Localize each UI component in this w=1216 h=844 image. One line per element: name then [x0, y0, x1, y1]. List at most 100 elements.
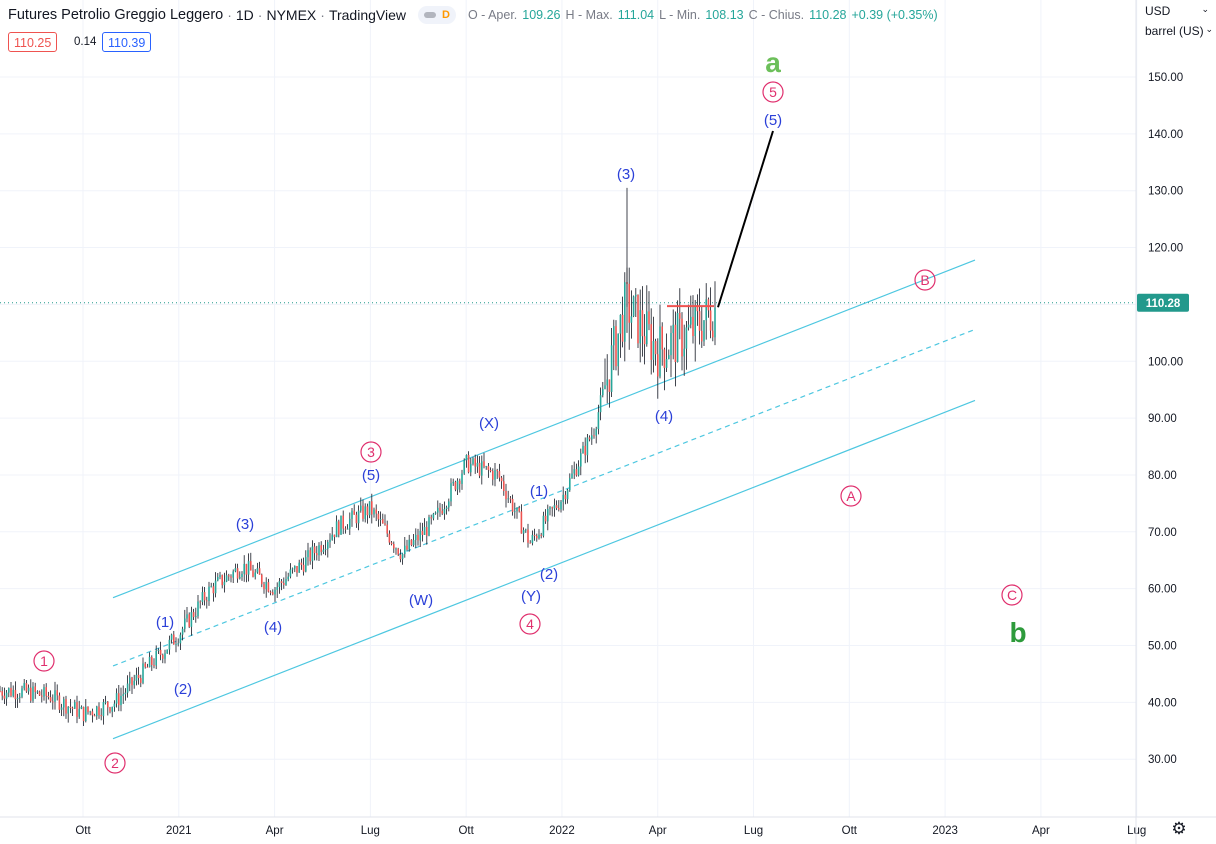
candle-body [648, 311, 650, 325]
candle-body [309, 550, 311, 562]
wave-label: b [1009, 617, 1026, 648]
wave-label: (2) [174, 681, 192, 698]
wave-label: A [846, 488, 856, 504]
time-tick-label: Apr [1032, 825, 1050, 837]
wave-label-circle [33, 650, 55, 672]
candle-body [659, 326, 661, 377]
gear-icon[interactable]: ⚙ [1171, 819, 1187, 838]
candle-body [219, 574, 221, 577]
candle-body [617, 333, 619, 367]
candle-body [54, 690, 56, 702]
wave-label-circle [104, 752, 126, 774]
candle-body [298, 562, 300, 573]
symbol-title[interactable]: Futures Petrolio Greggio Leggero [8, 7, 224, 23]
candle-body [287, 576, 289, 580]
time-tick-label: Lug [1127, 825, 1146, 837]
candle-body [192, 612, 195, 618]
candle-body [206, 600, 208, 602]
currency-selector[interactable]: USD ⌄ [1145, 4, 1211, 18]
ask-price-button[interactable]: 110.39 [102, 32, 152, 52]
candle-body [63, 699, 65, 708]
candle-body [234, 568, 237, 572]
candle-body [492, 471, 494, 480]
price-tick-label: 70.00 [1148, 527, 1177, 539]
candle-body [408, 539, 410, 550]
candle-body [485, 466, 487, 468]
price-tick-label: 60.00 [1148, 584, 1177, 596]
bid-price-button[interactable]: 110.25 [8, 32, 58, 52]
candle-body [256, 568, 259, 573]
candle-body [672, 324, 674, 334]
wave-label-circle [914, 269, 936, 291]
candle-body [168, 639, 171, 650]
candle-body [652, 341, 655, 360]
candle-body [100, 715, 102, 717]
candle-body [597, 412, 600, 430]
time-tick-label: Ott [458, 825, 474, 837]
candle-body [593, 435, 595, 437]
candle-body [142, 663, 144, 683]
candle-body [635, 294, 637, 297]
candle-body [250, 561, 252, 571]
candle-body [195, 616, 197, 618]
candle-body [379, 519, 382, 521]
ohlc-readout: O - Aper. 109.26 H - Max. 111.04 L - Min. 1… [468, 8, 938, 22]
visibility-badge[interactable]: D [417, 6, 456, 24]
candle-body [388, 533, 391, 543]
candle-body [481, 461, 483, 476]
wave-label: (1) [156, 614, 174, 631]
wave-label: C [1007, 587, 1017, 603]
candlestick-series [0, 187, 716, 726]
open-value: 109.26 [522, 8, 561, 22]
candle-body [346, 528, 349, 530]
candle-body [296, 565, 298, 573]
time-tick-label: 2021 [166, 825, 192, 837]
candle-body [483, 461, 485, 467]
candle-body [236, 568, 239, 579]
candle-body [461, 473, 463, 484]
candle-body [305, 557, 307, 572]
wave-label: 1 [40, 653, 48, 669]
candle-body [201, 592, 204, 603]
wave-label: a [765, 47, 781, 78]
candle-body [126, 683, 129, 693]
candle-body [701, 330, 703, 342]
candle-body [102, 702, 105, 717]
candle-body [698, 311, 701, 331]
candle-body [78, 708, 80, 717]
candle-body [580, 453, 582, 467]
candle-body [25, 683, 28, 692]
candle-body [463, 460, 465, 474]
candle-body [1, 691, 3, 696]
candle-body [654, 341, 657, 355]
candle-body [291, 568, 294, 570]
candle-body [342, 515, 344, 529]
candle-body [514, 511, 516, 513]
candle-body [362, 505, 364, 519]
wave-label: (3) [236, 516, 254, 533]
price-tick-label: 90.00 [1148, 413, 1177, 425]
candle-body [549, 507, 551, 509]
candle-body [538, 534, 540, 539]
candle-body [694, 305, 696, 337]
chart-grid [0, 0, 1138, 817]
candle-body [170, 634, 173, 640]
candle-body [243, 563, 245, 574]
candle-body [505, 490, 507, 500]
candle-body [177, 643, 179, 645]
candle-body [148, 656, 151, 668]
candle-body [650, 324, 652, 360]
eye-toggle-icon[interactable] [423, 12, 436, 18]
candle-body [157, 649, 160, 651]
candle-body [214, 580, 217, 594]
candle-body [313, 546, 316, 554]
candle-body [338, 521, 340, 535]
candle-body [60, 707, 63, 710]
change-value: +0.39 (+0.35%) [851, 8, 938, 22]
unit-selector[interactable]: barrel (US) ⌄ [1145, 24, 1215, 38]
candle-body [406, 545, 408, 550]
candle-body [450, 483, 452, 502]
interval-label[interactable]: 1D [235, 7, 254, 23]
candle-body [707, 299, 710, 311]
